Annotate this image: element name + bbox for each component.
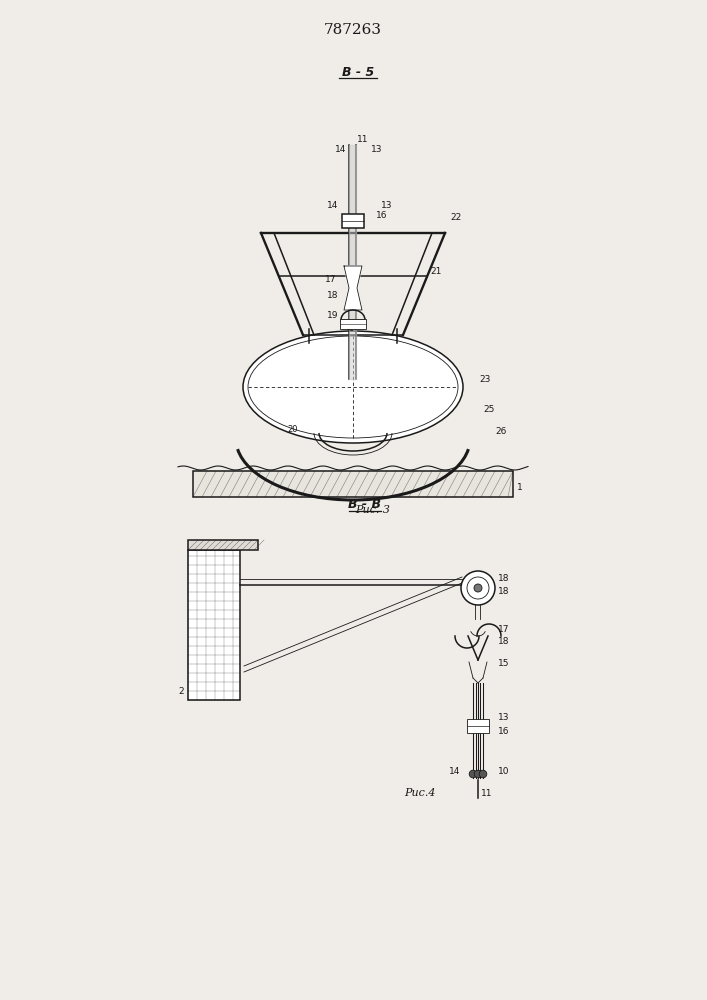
Text: 11: 11 — [357, 134, 368, 143]
Text: 15: 15 — [498, 659, 510, 668]
Text: 19: 19 — [327, 312, 339, 320]
Text: 22: 22 — [450, 214, 461, 223]
Text: 14: 14 — [449, 767, 460, 776]
Text: 13: 13 — [381, 200, 392, 210]
Text: 25: 25 — [483, 404, 494, 414]
Text: B - B: B - B — [349, 498, 382, 512]
Text: 2: 2 — [178, 688, 184, 696]
Ellipse shape — [243, 331, 463, 443]
Text: 18: 18 — [327, 292, 339, 300]
Text: 13: 13 — [498, 714, 510, 722]
Bar — [188, 540, 258, 550]
Text: 23: 23 — [479, 374, 491, 383]
Text: 11: 11 — [481, 789, 493, 798]
Bar — [342, 214, 364, 228]
Text: 787263: 787263 — [324, 23, 382, 37]
Text: 17: 17 — [498, 625, 510, 634]
Bar — [340, 319, 366, 329]
Text: Puc.4: Puc.4 — [404, 788, 436, 798]
Text: 17: 17 — [325, 275, 337, 284]
Text: 1: 1 — [517, 483, 522, 491]
Text: 26: 26 — [495, 428, 506, 436]
Text: 18: 18 — [498, 587, 510, 596]
Text: 18: 18 — [498, 637, 510, 646]
Circle shape — [469, 770, 477, 778]
Bar — [193, 471, 513, 497]
Text: 18: 18 — [498, 574, 510, 583]
Text: B - 5: B - 5 — [342, 66, 374, 79]
Circle shape — [461, 571, 495, 605]
Circle shape — [474, 584, 482, 592]
Circle shape — [467, 577, 489, 599]
Text: 14: 14 — [335, 144, 346, 153]
Polygon shape — [344, 266, 362, 310]
Text: 14: 14 — [327, 200, 339, 210]
Circle shape — [479, 770, 487, 778]
Circle shape — [474, 770, 481, 778]
Text: 21: 21 — [430, 267, 441, 276]
Text: 10: 10 — [498, 767, 510, 776]
Text: 20: 20 — [288, 424, 298, 434]
Text: 13: 13 — [371, 144, 382, 153]
Text: Puc. 3: Puc. 3 — [356, 505, 390, 515]
Bar — [467, 718, 489, 732]
Bar — [188, 550, 240, 700]
Text: 16: 16 — [498, 726, 510, 736]
Text: 16: 16 — [376, 211, 387, 220]
